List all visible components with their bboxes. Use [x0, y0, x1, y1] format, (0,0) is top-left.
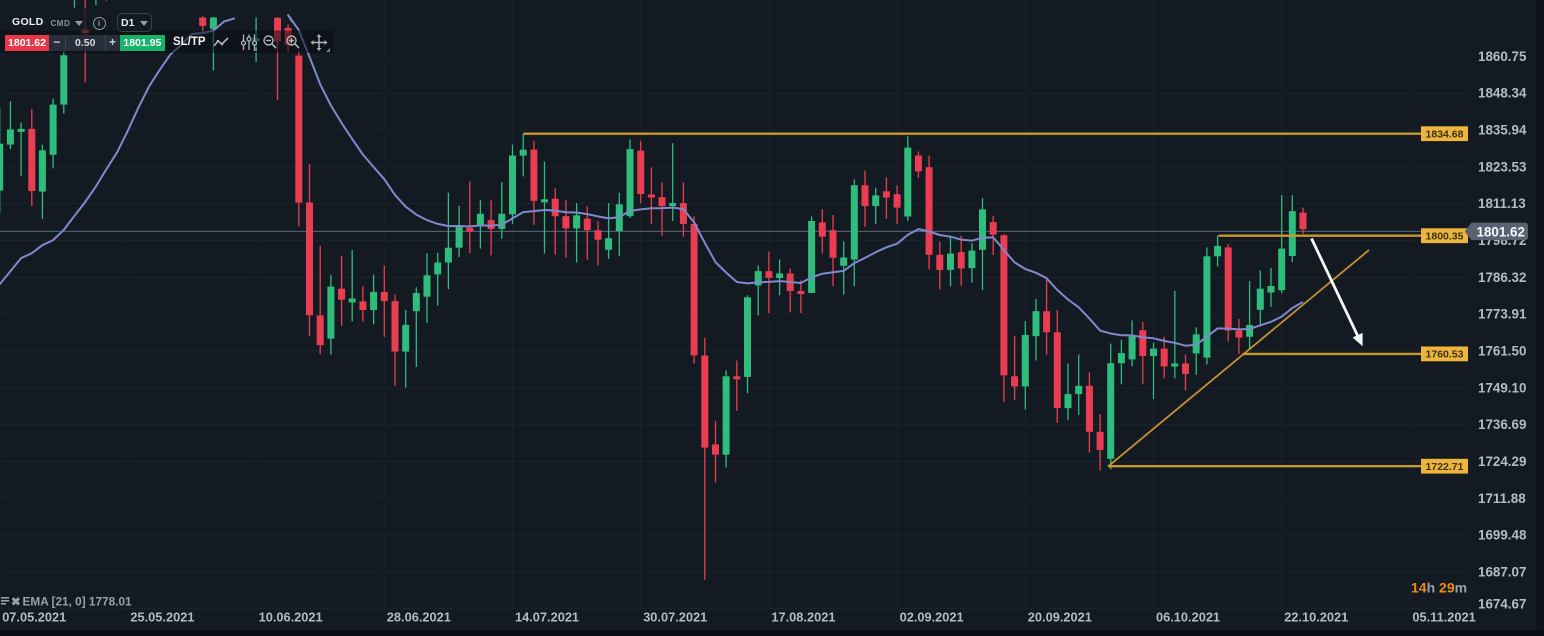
svg-text:1823.53: 1823.53 — [1478, 159, 1526, 174]
svg-text:06.10.2021: 06.10.2021 — [1156, 610, 1220, 625]
svg-text:✖: ✖ — [11, 597, 21, 609]
svg-text:1800.35: 1800.35 — [1426, 231, 1464, 243]
svg-text:1711.88: 1711.88 — [1478, 491, 1526, 506]
svg-text:30.07.2021: 30.07.2021 — [643, 610, 707, 625]
svg-text:1749.10: 1749.10 — [1478, 380, 1526, 395]
svg-text:1724.29: 1724.29 — [1478, 454, 1526, 469]
svg-text:1801.62: 1801.62 — [1477, 224, 1525, 239]
svg-text:10.06.2021: 10.06.2021 — [259, 610, 323, 625]
svg-text:1834.68: 1834.68 — [1426, 129, 1464, 141]
svg-text:28.06.2021: 28.06.2021 — [387, 610, 451, 625]
svg-text:1811.13: 1811.13 — [1478, 196, 1526, 211]
svg-text:05.11.2021: 05.11.2021 — [1412, 610, 1475, 625]
svg-text:1722.71: 1722.71 — [1426, 461, 1464, 473]
svg-text:1674.67: 1674.67 — [1478, 597, 1526, 612]
svg-text:1835.94: 1835.94 — [1478, 123, 1527, 138]
svg-text:1860.75: 1860.75 — [1478, 49, 1527, 64]
svg-text:14.07.2021: 14.07.2021 — [515, 610, 579, 625]
svg-text:20.09.2021: 20.09.2021 — [1028, 610, 1092, 625]
svg-text:1687.07: 1687.07 — [1478, 565, 1526, 580]
svg-text:22.10.2021: 22.10.2021 — [1284, 610, 1348, 625]
svg-text:1848.34: 1848.34 — [1478, 86, 1527, 101]
svg-text:25.05.2021: 25.05.2021 — [130, 610, 194, 625]
svg-text:02.09.2021: 02.09.2021 — [900, 610, 964, 625]
svg-text:1786.32: 1786.32 — [1478, 270, 1526, 285]
svg-text:1760.53: 1760.53 — [1426, 349, 1464, 361]
svg-text:1736.69: 1736.69 — [1478, 417, 1526, 432]
svg-text:17.08.2021: 17.08.2021 — [771, 610, 835, 625]
svg-text:EMA [21, 0] 1778.01: EMA [21, 0] 1778.01 — [23, 594, 133, 608]
svg-text:1773.91: 1773.91 — [1478, 307, 1527, 322]
svg-text:1699.48: 1699.48 — [1478, 528, 1527, 543]
svg-text:1761.50: 1761.50 — [1478, 344, 1526, 359]
svg-text:14h 29m: 14h 29m — [1411, 580, 1467, 596]
svg-text:07.05.2021: 07.05.2021 — [2, 610, 66, 625]
